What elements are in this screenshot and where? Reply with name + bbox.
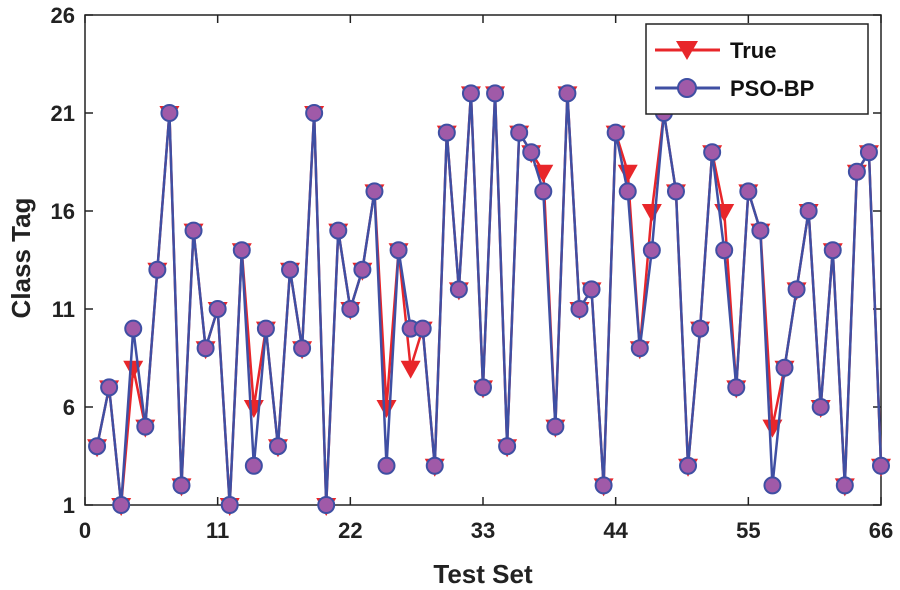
psobp-point-marker xyxy=(727,378,746,397)
psobp-point-marker xyxy=(208,300,227,318)
psobp-point-marker xyxy=(112,496,131,514)
psobp-point-marker xyxy=(100,378,119,397)
y-tick-label: 1 xyxy=(63,493,75,518)
psobp-point-marker xyxy=(763,476,782,495)
psobp-point-marker xyxy=(425,456,444,475)
psobp-point-marker xyxy=(244,456,263,475)
psobp-point-marker xyxy=(498,437,517,456)
psobp-point-marker xyxy=(136,417,155,436)
psobp-point-marker xyxy=(461,84,480,103)
psobp-point-marker xyxy=(739,182,758,201)
psobp-point-marker xyxy=(570,300,589,318)
legend: True PSO-BP xyxy=(645,23,869,115)
true-point-marker xyxy=(400,360,421,379)
psobp-point-marker xyxy=(823,241,842,260)
legend-true-label: True xyxy=(730,38,776,63)
psobp-point-marker xyxy=(437,123,456,142)
true-point-marker xyxy=(641,204,662,222)
psobp-point-marker xyxy=(160,104,179,122)
psobp-point-marker xyxy=(618,182,637,201)
psobp-point-marker xyxy=(329,221,348,240)
true-point-marker xyxy=(762,419,783,438)
legend-true-marker xyxy=(676,41,698,60)
psobp-point-marker xyxy=(389,241,408,260)
true-point-marker xyxy=(617,164,638,183)
psobp-point-marker xyxy=(184,221,203,240)
psobp-point-marker xyxy=(486,84,505,103)
psobp-point-marker xyxy=(679,456,698,475)
legend-psobp-marker xyxy=(677,78,697,98)
psobp-point-marker xyxy=(268,437,287,456)
psobp-point-marker xyxy=(365,182,384,201)
x-axis-label: Test Set xyxy=(433,559,533,589)
psobp-point-marker xyxy=(582,280,601,299)
psobp-point-marker xyxy=(703,143,722,162)
psobp-point-marker xyxy=(751,221,770,240)
psobp-point-marker xyxy=(293,339,312,358)
y-tick-label: 16 xyxy=(51,199,75,224)
psobp-point-marker xyxy=(606,123,625,142)
psobp-point-marker xyxy=(775,358,794,377)
psobp-point-marker xyxy=(148,260,167,279)
psobp-point-marker xyxy=(413,319,432,338)
x-tick-label: 11 xyxy=(206,518,229,543)
y-axis-label: Class Tag xyxy=(6,198,36,319)
legend-psobp-label: PSO-BP xyxy=(730,76,814,101)
x-tick-label: 44 xyxy=(603,518,628,543)
psobp-point-marker xyxy=(872,456,890,475)
true-point-marker xyxy=(243,400,264,418)
psobp-point-marker xyxy=(847,162,866,181)
psobp-point-marker xyxy=(510,123,529,142)
psobp-point-marker xyxy=(256,319,275,338)
true-point-marker xyxy=(533,164,554,183)
psobp-point-marker xyxy=(642,241,661,260)
psobp-point-marker xyxy=(317,496,336,514)
psobp-point-marker xyxy=(630,339,649,358)
y-tick-label: 26 xyxy=(51,3,75,28)
true-point-marker xyxy=(714,204,735,222)
psobp-point-marker xyxy=(534,182,553,201)
psobp-point-marker xyxy=(522,143,541,162)
y-tick-label: 6 xyxy=(63,395,75,420)
psobp-point-marker xyxy=(799,202,818,220)
psobp-point-marker xyxy=(281,260,300,279)
psobp-point-marker xyxy=(835,476,854,495)
psobp-point-marker xyxy=(220,496,239,514)
psobp-point-marker xyxy=(88,437,107,456)
y-tick-label: 21 xyxy=(51,101,75,126)
axes-frame-group xyxy=(84,14,882,506)
psobp-point-marker xyxy=(124,319,143,338)
psobp-point-marker xyxy=(232,241,251,260)
psobp-point-marker xyxy=(594,476,613,495)
series-psobp-line xyxy=(95,92,883,507)
x-tick-label: 55 xyxy=(736,518,760,543)
psobp-point-marker xyxy=(341,300,360,318)
legend-box xyxy=(645,23,869,115)
true-point-marker xyxy=(376,400,397,418)
x-tick-label: 33 xyxy=(471,518,495,543)
psobp-point-marker xyxy=(474,378,492,397)
psobp-point-marker xyxy=(715,241,734,260)
series-group xyxy=(87,84,891,516)
psobp-point-marker xyxy=(811,398,830,416)
psobp-point-marker xyxy=(666,182,685,201)
x-tick-label: 22 xyxy=(338,518,362,543)
psobp-point-marker xyxy=(305,104,324,122)
psobp-point-marker xyxy=(859,143,878,162)
psobp-point-marker xyxy=(546,417,565,436)
psobp-point-marker xyxy=(196,339,215,358)
psobp-point-marker xyxy=(377,456,396,475)
psobp-point-marker xyxy=(172,476,191,495)
psobp-point-marker xyxy=(691,319,710,338)
psobp-point-marker xyxy=(787,280,806,299)
psobp-point-marker xyxy=(558,84,577,103)
psobp-point-marker xyxy=(353,260,372,279)
x-tick-label: 66 xyxy=(869,518,893,543)
x-tick-label: 0 xyxy=(79,518,91,543)
psobp-point-marker xyxy=(449,280,468,299)
y-tick-label: 11 xyxy=(52,297,75,322)
